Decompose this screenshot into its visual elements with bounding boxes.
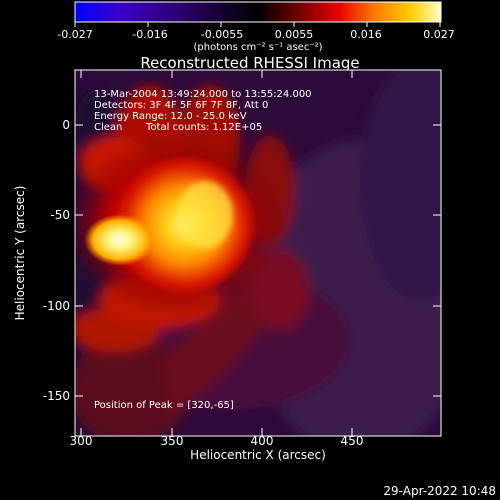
colorbar-tick-label: 0.027	[423, 28, 455, 41]
peak-position-annotation: Position of Peak = [320,-65]	[94, 400, 234, 411]
x-tick-label: 300	[70, 434, 93, 448]
time-range-annotation: 13-Mar-2004 13:49:24.000 to 13:55:24.000	[94, 89, 312, 100]
colorbar-tick-label: -0.016	[132, 28, 167, 41]
algorithm-annotation: Clean	[94, 122, 122, 133]
total-counts-annotation: Total counts: 1.12E+05	[145, 122, 262, 133]
y-tick-label: -50	[50, 208, 70, 222]
chart-title: Reconstructed RHESSI Image	[140, 54, 359, 72]
y-tick-label: -150	[43, 389, 70, 403]
detectors-annotation: Detectors: 3F 4F 5F 6F 7F 8F, Att 0	[94, 100, 268, 111]
y-axis-ticks	[75, 124, 441, 397]
colorbar-tick-label: -0.027	[57, 28, 92, 41]
x-tick-label: 400	[251, 434, 274, 448]
x-tick-label: 350	[161, 434, 184, 448]
y-axis-label: Heliocentric Y (arcsec)	[13, 186, 27, 321]
colorbar-unit-label: (photons cm⁻² s⁻¹ asec⁻²)	[193, 42, 322, 53]
colorbar-tick-label: 0.016	[350, 28, 382, 41]
colorbar	[74, 1, 442, 23]
x-axis-label: Heliocentric X (arcsec)	[190, 448, 326, 462]
x-tick-label: 450	[341, 434, 364, 448]
colorbar-ticks	[74, 22, 441, 27]
energy-range-annotation: Energy Range: 12.0 - 25.0 keV	[94, 111, 247, 122]
plot-frame	[74, 69, 442, 437]
heatmap-image	[75, 70, 441, 436]
y-tick-label: 0	[62, 118, 70, 132]
timestamp: 29-Apr-2022 10:48	[383, 484, 496, 498]
colorbar-tick-label: 0.0055	[275, 28, 314, 41]
y-tick-label: -100	[43, 299, 70, 313]
colorbar-tick-label: -0.0055	[201, 28, 243, 41]
x-axis-ticks	[80, 70, 353, 436]
